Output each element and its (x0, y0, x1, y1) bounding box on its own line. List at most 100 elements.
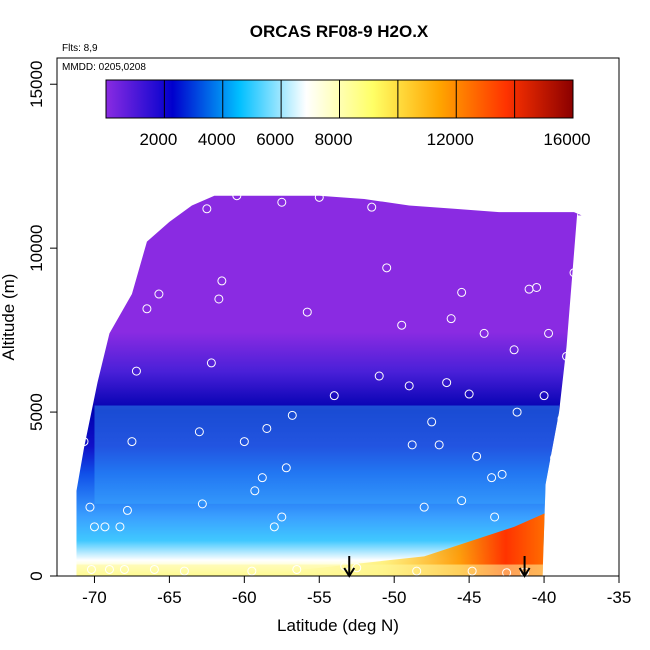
sample-point (554, 512, 564, 522)
sample-point (577, 210, 587, 220)
sample-point (532, 282, 542, 292)
sample-point (512, 407, 522, 417)
sample-point (239, 437, 249, 447)
sample-point (277, 512, 287, 522)
sample-point (404, 381, 414, 391)
sample-point (179, 566, 189, 576)
colorbar-tick-label: 2000 (139, 130, 177, 149)
colorbar-tick-label: 8000 (315, 130, 353, 149)
sample-point (127, 437, 137, 447)
sample-point (85, 502, 95, 512)
sample-point (434, 440, 444, 450)
sample-point (154, 289, 164, 299)
chart-title: ORCAS RF08-9 H2O.X (250, 22, 429, 41)
sample-point (367, 202, 377, 212)
sample-point (269, 522, 279, 532)
sample-point (509, 345, 519, 355)
sample-point (562, 351, 572, 361)
colorbar-ticks: 2000 4000 6000 8000 12000 16000 (139, 80, 591, 149)
sample-point (247, 566, 257, 576)
sample-point (544, 328, 554, 338)
sample-points (79, 191, 587, 578)
sample-point (115, 522, 125, 532)
y-tick-label: 5000 (27, 393, 46, 431)
x-tick-label: -35 (607, 588, 632, 607)
sample-point (277, 197, 287, 207)
colorbar-tick-label: 16000 (543, 130, 590, 149)
x-tick-label: -60 (232, 588, 257, 607)
x-tick-label: -50 (382, 588, 407, 607)
colorbar-tick-label: 12000 (427, 130, 474, 149)
sample-point (464, 389, 474, 399)
field-mid-band (94, 405, 560, 504)
sample-point (446, 314, 456, 324)
sample-point (142, 304, 152, 314)
sample-point (217, 276, 227, 286)
sample-point (472, 451, 482, 461)
sample-point (202, 204, 212, 214)
sample-point (257, 473, 267, 483)
field-base (76, 195, 582, 576)
annotation-mmdd: MMDD: 0205,0208 (62, 62, 146, 73)
sample-point (262, 423, 272, 433)
y-axis-label: Altitude (m) (0, 274, 18, 361)
sample-point (442, 378, 452, 388)
y-axis: 0 5000 10000 15000 (27, 61, 57, 581)
sample-point (457, 496, 467, 506)
sample-point (122, 505, 132, 515)
colorbar-tick-label: 4000 (198, 130, 236, 149)
x-tick-label: -65 (157, 588, 182, 607)
sample-point (197, 499, 207, 509)
colorbar: 2000 4000 6000 8000 12000 16000 (105, 79, 591, 149)
field-warm-layer (244, 510, 552, 576)
x-tick-label: -55 (307, 588, 332, 607)
colorbar-tick-label: 6000 (256, 130, 294, 149)
y-tick-label: 0 (27, 571, 46, 580)
sample-point (457, 287, 467, 297)
field-surface-layer (76, 564, 552, 576)
sample-point (86, 564, 96, 574)
annotation-flights: Flts: 8,9 (62, 43, 98, 54)
sample-point (329, 391, 339, 401)
sample-point (314, 192, 324, 202)
sample-point (104, 564, 114, 574)
sample-point (352, 563, 362, 573)
sample-point (194, 427, 204, 437)
sample-point (467, 566, 477, 576)
sample-point (382, 263, 392, 273)
sample-point (419, 502, 429, 512)
x-tick-label: -70 (82, 588, 107, 607)
heatmap-field (76, 195, 582, 576)
y-tick-label: 15000 (27, 61, 46, 108)
sample-point (557, 414, 567, 424)
sample-point (479, 328, 489, 338)
sample-point (250, 486, 260, 496)
x-axis: -70 -65 -60 -55 -50 -45 -40 -35 (82, 576, 631, 607)
sample-point (119, 564, 129, 574)
sample-point (100, 522, 110, 532)
sample-point (550, 453, 560, 463)
sample-point (487, 473, 497, 483)
sample-point (502, 568, 512, 578)
sample-point (232, 191, 242, 201)
sample-point (407, 440, 417, 450)
sample-point (292, 564, 302, 574)
y-tick-label: 10000 (27, 225, 46, 272)
sample-point (302, 307, 312, 317)
sample-point (149, 564, 159, 574)
sample-point (374, 371, 384, 381)
sample-point (89, 522, 99, 532)
sample-point (79, 437, 89, 447)
sample-point (497, 469, 507, 479)
sample-point (206, 358, 216, 368)
sample-point (412, 566, 422, 576)
x-tick-label: -40 (532, 588, 557, 607)
x-tick-label: -45 (457, 588, 482, 607)
sample-point (214, 294, 224, 304)
sample-point (397, 320, 407, 330)
sample-point (131, 366, 141, 376)
sample-point (569, 268, 579, 278)
sample-point (427, 417, 437, 427)
sample-point (490, 512, 500, 522)
